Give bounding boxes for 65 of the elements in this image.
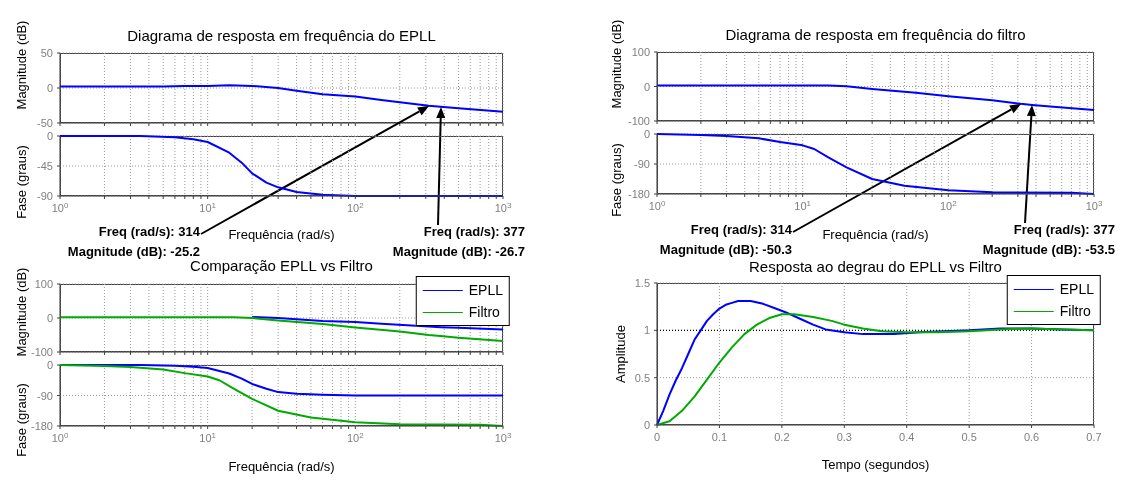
y-axis-title: Magnitude (dB) <box>13 20 30 110</box>
y-tick-label: -45 <box>37 160 53 172</box>
x-tick-label: 10$^{2}$ <box>939 198 958 212</box>
x-axis-title: Frequência (rad/s) <box>822 226 929 243</box>
x-tick-label: 0.2 <box>774 431 790 443</box>
y-axis-title: Amplitude <box>612 325 629 383</box>
legend-label: EPLL <box>468 282 503 298</box>
chart-title: Resposta ao degrau do EPLL vs Filtro <box>749 257 1002 276</box>
text: Freq (rad/s): 314 Magnitude (dB): -25.2 <box>67 224 201 259</box>
x-tick-label: 10$^{0}$ <box>648 198 666 212</box>
x-tick-label: 10$^{1}$ <box>794 198 812 212</box>
y-axis-title: Magnitude (dB) <box>13 267 30 357</box>
chart-title: Comparação EPLL vs Filtro <box>190 256 373 275</box>
y-tick-label: 50 <box>40 47 53 59</box>
x-tick-label: 0.4 <box>899 431 915 443</box>
x-axis-title: Frequência (rad/s) <box>228 226 335 243</box>
x-tick-label: 10$^{3}$ <box>494 430 512 444</box>
x-tick-label: 10$^{3}$ <box>494 200 512 214</box>
text: Freq (rad/s): 314 Magnitude (dB): -50.3 <box>659 222 793 257</box>
x-tick-label: 10$^{2}$ <box>346 200 365 214</box>
legend-label: Filtro <box>468 304 500 320</box>
x-tick-label: 10$^{1}$ <box>199 200 217 214</box>
y-tick-label: 0 <box>643 128 650 140</box>
text: Freq (rad/s): 377 Magnitude (dB): -26.7 <box>392 224 525 259</box>
x-tick-label: 0.5 <box>961 431 977 443</box>
y-tick-label: -180 <box>627 188 650 200</box>
x-tick-label: 10$^{0}$ <box>51 200 69 214</box>
y-tick-label: 0 <box>643 80 650 93</box>
x-tick-label: 0.6 <box>1023 431 1040 443</box>
y-axis-title: Fase (graus) <box>13 145 30 219</box>
x-tick-label: 10$^{0}$ <box>51 430 69 444</box>
y-tick-label: -90 <box>37 190 53 202</box>
y-tick-label: 100 <box>34 278 53 290</box>
x-tick-label: 0.1 <box>711 431 728 443</box>
y-tick-label: -100 <box>627 115 650 127</box>
x-tick-label: 0 <box>653 431 661 443</box>
y-tick-label: -100 <box>30 346 53 358</box>
y-tick-label: 0.5 <box>634 371 650 384</box>
y-tick-label: 1 <box>643 324 650 337</box>
legend-label: Filtro <box>1059 303 1091 319</box>
y-tick-label: -180 <box>30 420 53 432</box>
x-axis-title: Frequência (rad/s) <box>228 458 335 475</box>
y-tick-label: 0 <box>643 419 650 431</box>
y-tick-label: 100 <box>631 46 650 58</box>
y-axis-title: Magnitude (dB) <box>608 19 625 109</box>
y-tick-label: 0 <box>46 82 53 94</box>
x-tick-label: 10$^{3}$ <box>1085 198 1103 212</box>
text: Freq (rad/s): 377 Magnitude (dB): -53.5 <box>982 222 1115 257</box>
x-tick-label: 0.7 <box>1086 431 1102 443</box>
y-tick-label: 0 <box>46 130 53 142</box>
y-axis-title: Fase (graus) <box>13 383 30 457</box>
y-tick-label: 0 <box>46 312 53 324</box>
y-axis-title: Fase (graus) <box>608 143 625 217</box>
legend-label: EPLL <box>1059 281 1094 297</box>
chart-title: Diagrama de resposta em frequência do EPLL <box>127 26 436 45</box>
y-tick-label: 0 <box>46 359 53 371</box>
x-tick-label: 10$^{2}$ <box>346 430 365 444</box>
x-tick-label: 0.3 <box>836 431 852 443</box>
chart-title: Diagrama de resposta em frequência do filtro <box>725 25 1026 44</box>
y-tick-label: 1.5 <box>634 277 650 289</box>
y-tick-label: -90 <box>37 389 53 402</box>
y-tick-label: -50 <box>37 117 53 129</box>
y-tick-label: -90 <box>634 158 650 170</box>
x-axis-title: Tempo (segundos) <box>821 456 930 473</box>
x-tick-label: 10$^{1}$ <box>199 430 217 444</box>
